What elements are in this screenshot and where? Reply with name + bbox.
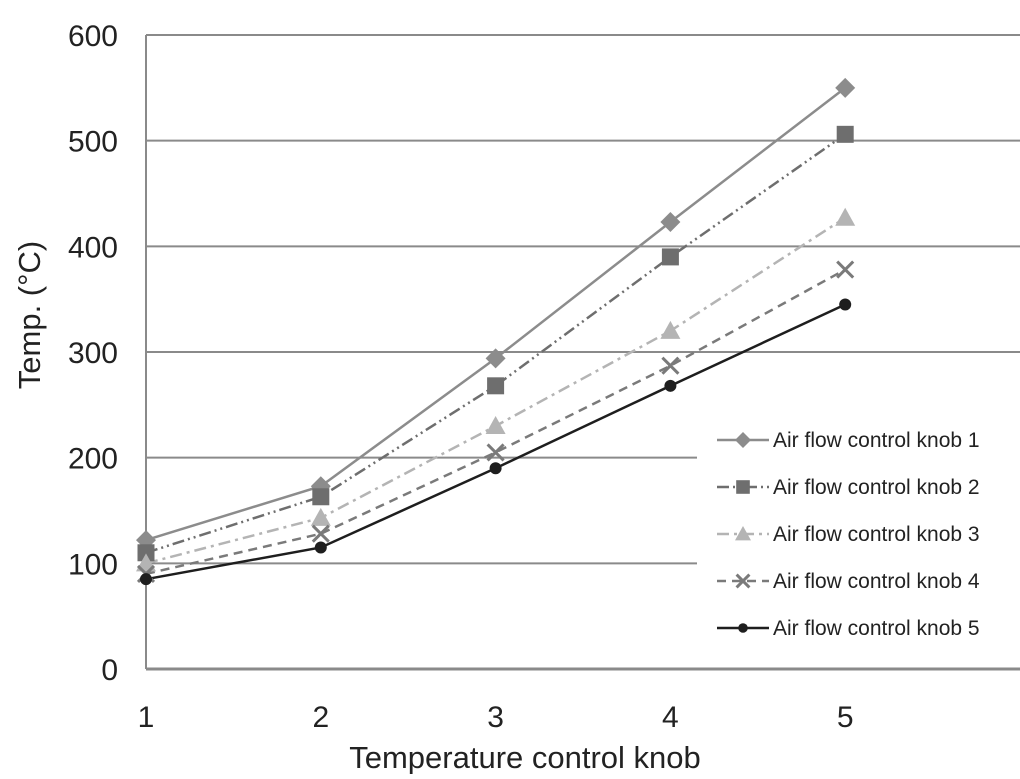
x-axis-title: Temperature control knob	[349, 740, 701, 774]
legend-marker-5	[738, 623, 748, 633]
gridlines	[146, 34, 1020, 565]
series-line-4	[145, 268, 846, 576]
x-tick-label-4: 4	[662, 701, 679, 734]
data-point-s4-x5	[836, 260, 855, 279]
x-tick-label-2: 2	[312, 701, 329, 734]
data-point-s3-x2	[310, 507, 331, 526]
data-point-s4-x2	[311, 524, 330, 543]
series-line-2	[145, 133, 846, 554]
legend-marker-1	[735, 432, 751, 448]
data-point-s2-x1	[137, 544, 155, 562]
series-markers	[136, 77, 856, 586]
data-point-s2-x3	[487, 377, 505, 395]
legend-marker-3	[735, 526, 751, 541]
data-point-s3-x3	[485, 415, 506, 434]
y-tick-label-600: 600	[68, 20, 118, 53]
data-point-s2-x5	[836, 125, 854, 143]
data-point-s5-x5	[839, 298, 852, 311]
y-tick-label-500: 500	[68, 126, 118, 159]
data-point-s5-x4	[664, 379, 677, 392]
legend-label-5: Air flow control knob 5	[773, 617, 980, 640]
x-tick-label-3: 3	[487, 701, 504, 734]
data-point-s4-x4	[661, 356, 680, 375]
legend-label-3: Air flow control knob 3	[773, 523, 980, 546]
tick-labels: 0 100 200 300 400 500 600 1 2 3 4 5	[68, 20, 854, 734]
data-point-s5-x1	[140, 573, 152, 586]
y-tick-label-300: 300	[68, 337, 118, 370]
y-tick-label-0: 0	[101, 654, 118, 687]
legend-marker-2	[736, 480, 750, 494]
data-point-s2-x2	[312, 488, 330, 506]
data-point-s2-x4	[661, 248, 679, 266]
data-point-s5-x2	[314, 541, 327, 554]
legend-label-2: Air flow control knob 2	[773, 476, 980, 499]
legend-marker-4	[735, 573, 751, 589]
x-tick-label-5: 5	[837, 701, 854, 734]
y-axis-title: Temp. (°C)	[12, 241, 47, 389]
y-tick-label-400: 400	[68, 231, 118, 264]
x-tick-label-1: 1	[138, 701, 155, 734]
data-point-s5-x3	[489, 462, 502, 475]
legend: Air flow control knob 1 Air flow control …	[717, 429, 980, 640]
y-tick-label-100: 100	[68, 548, 118, 581]
y-tick-label-200: 200	[68, 443, 118, 476]
data-point-s1-x5	[835, 77, 856, 98]
legend-label-1: Air flow control knob 1	[773, 429, 980, 452]
data-point-s1-x4	[660, 212, 681, 233]
data-point-s3-x5	[835, 207, 856, 226]
data-point-s4-x3	[486, 443, 505, 462]
legend-label-4: Air flow control knob 4	[773, 570, 980, 593]
series-lines	[145, 86, 846, 581]
data-point-s3-x4	[660, 320, 681, 339]
data-point-s1-x3	[485, 348, 506, 369]
